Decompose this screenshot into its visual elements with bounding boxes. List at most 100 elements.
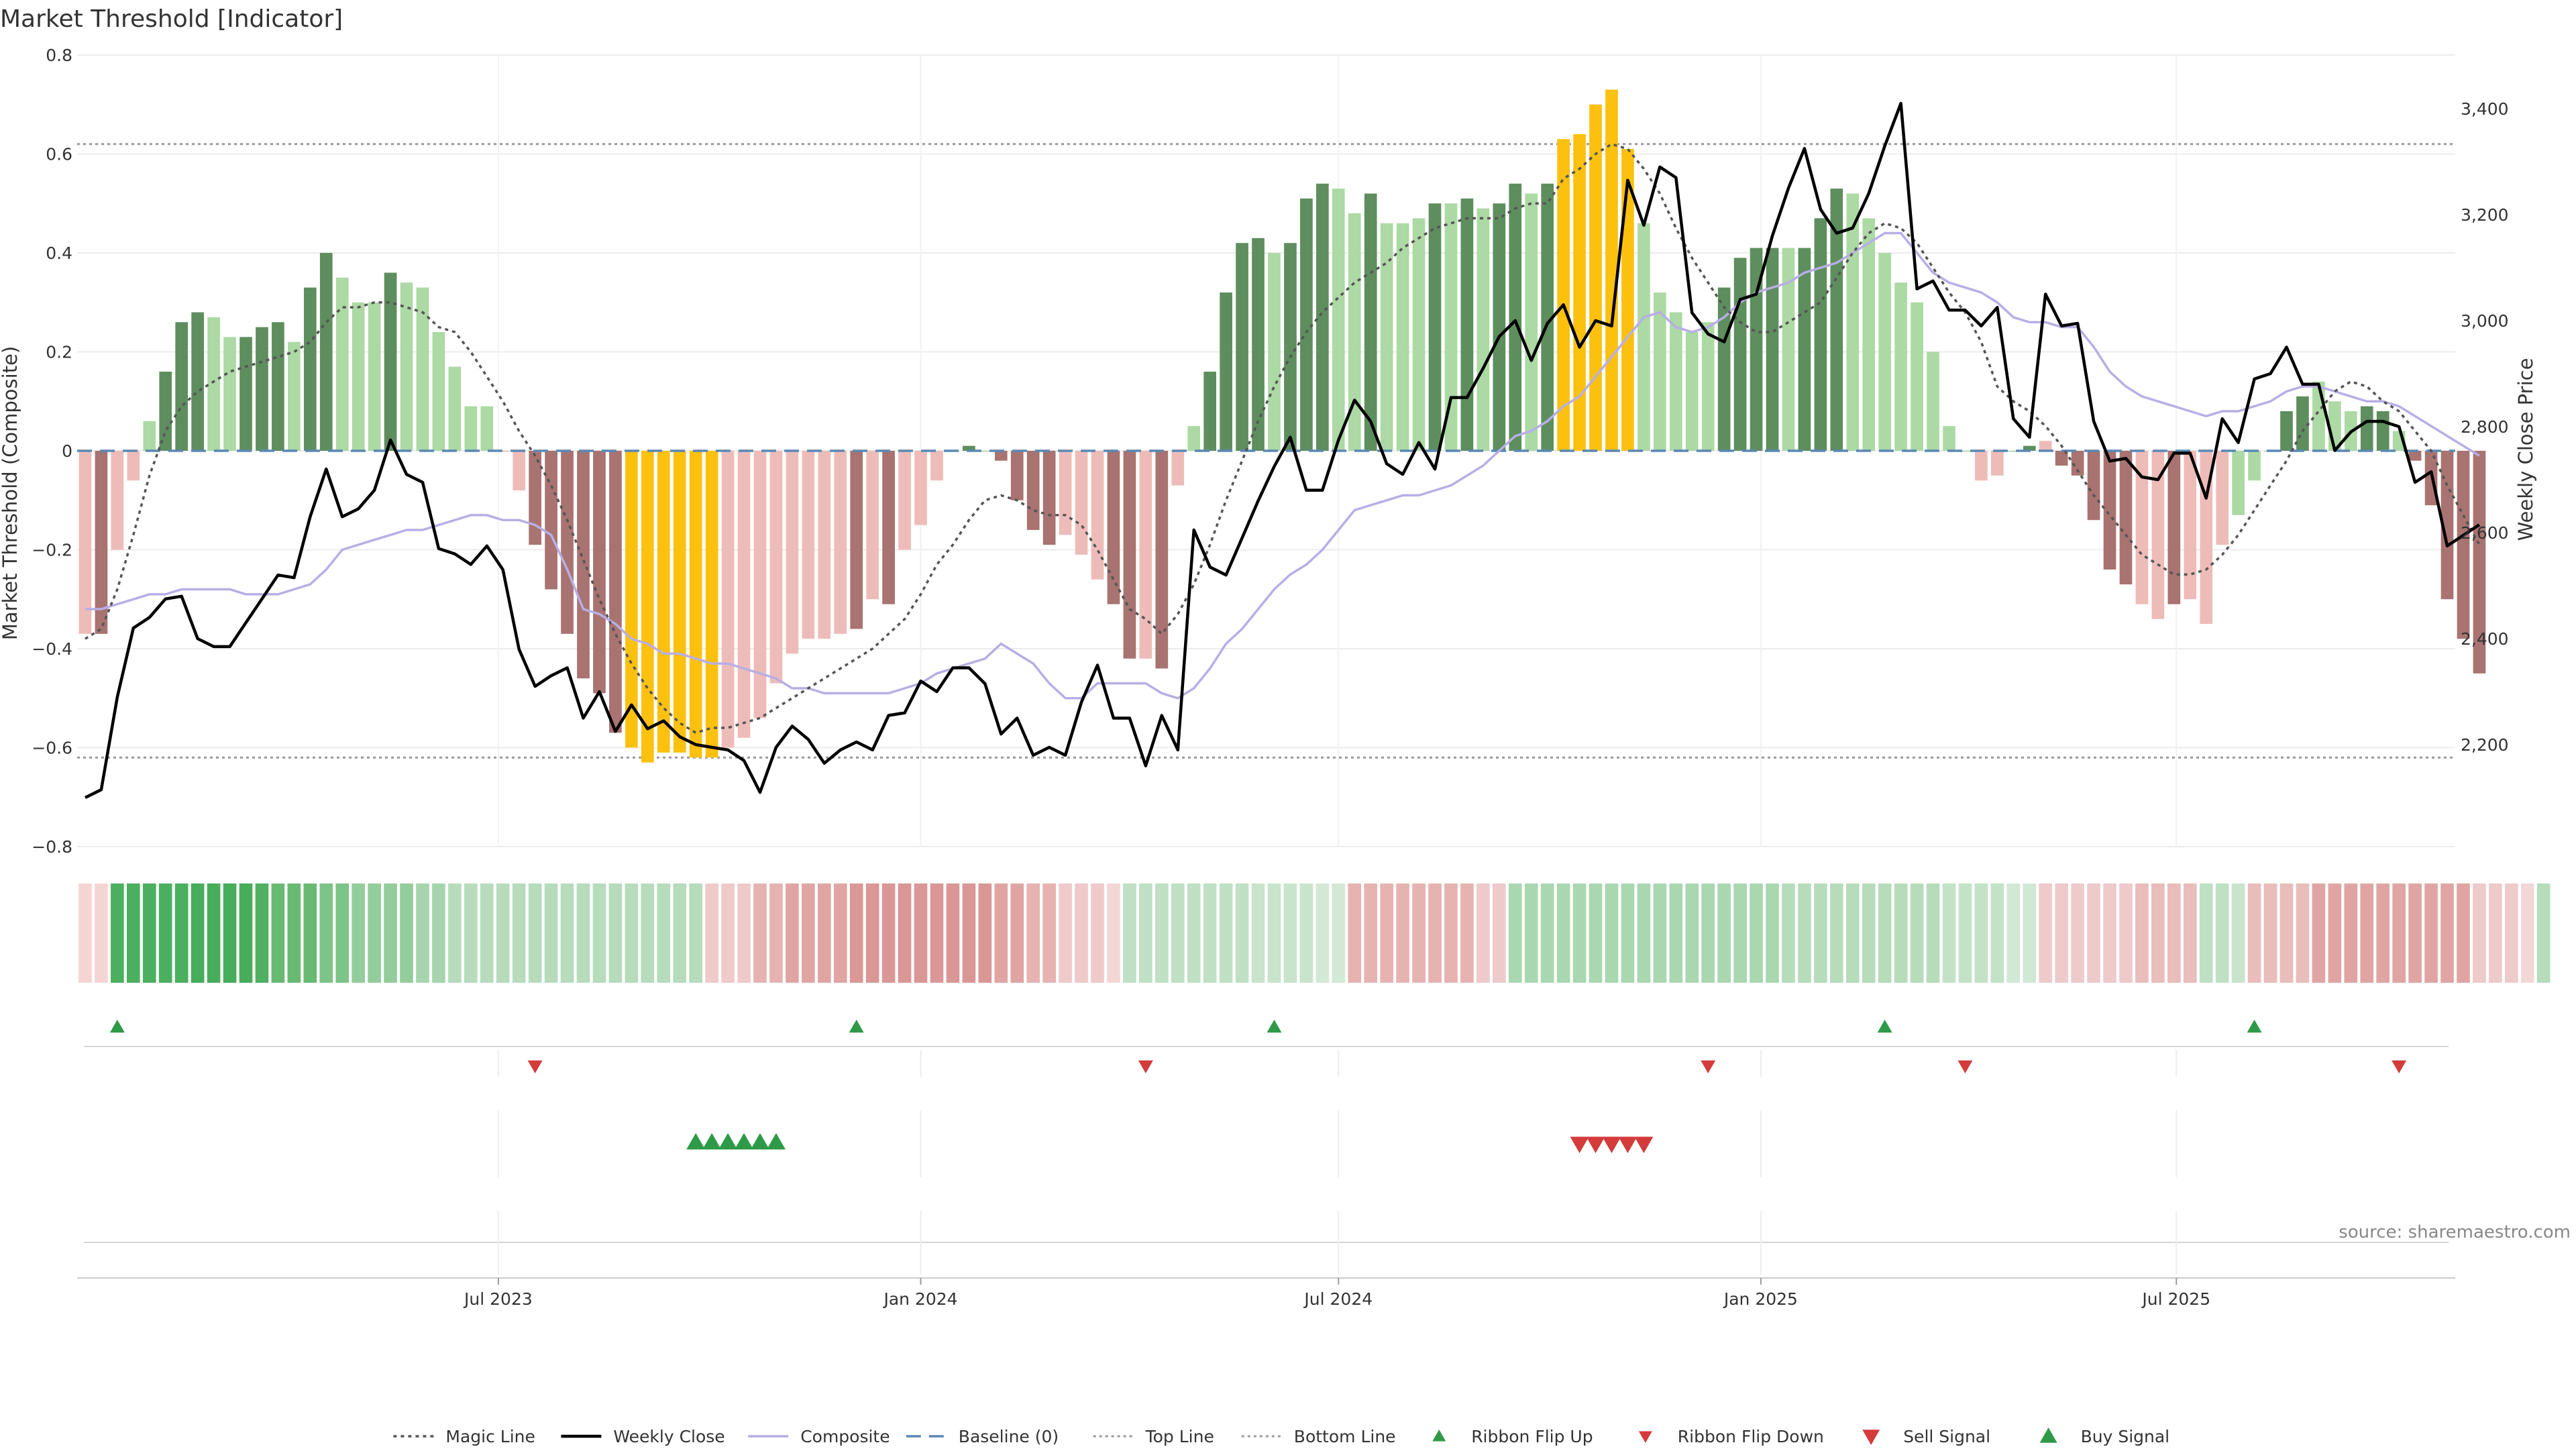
ribbon-cell [641, 883, 655, 983]
composite-bar [78, 451, 92, 634]
composite-bar [769, 451, 783, 684]
ribbon-cell [849, 883, 863, 983]
composite-bar [657, 451, 670, 753]
ribbon-strip [78, 883, 2551, 983]
ribbon-cell [2296, 883, 2310, 983]
buy-signal-marker [735, 1133, 754, 1150]
ribbon-cell [2055, 883, 2068, 983]
ribbon-cell [368, 883, 381, 983]
x-tick-label: Jan 2024 [882, 1289, 957, 1309]
ribbon-cell [592, 883, 606, 983]
composite-bar [95, 451, 108, 634]
ribbon-cell [802, 883, 815, 983]
ribbon-cell [1123, 883, 1136, 983]
ribbon-cell [833, 883, 847, 983]
composite-bar [272, 322, 284, 451]
ribbon-cell [2006, 883, 2021, 983]
composite-bar [705, 451, 718, 758]
composite-bar [1477, 208, 1490, 451]
ribbon-cell [1524, 883, 1538, 983]
composite-bar [1284, 243, 1297, 451]
source-note: source: sharemaestro.com [2339, 1222, 2571, 1242]
ribbon-flip-down-marker [1701, 1060, 1716, 1073]
ribbon-cell [528, 883, 542, 983]
ribbon-cell [111, 883, 124, 983]
legend-item-flip_down: Ribbon Flip Down [1638, 1427, 1824, 1446]
composite-bar [256, 327, 268, 451]
ribbon-cell [1910, 883, 1924, 983]
ribbon-cell [2279, 883, 2294, 983]
ribbon-cell [721, 883, 735, 983]
ribbon-cell [1364, 883, 1378, 983]
ribbon-cell [1685, 883, 1699, 983]
legend-label: Top Line [1145, 1427, 1214, 1446]
ribbon-cell [625, 883, 639, 983]
ribbon-flip-down-marker [1138, 1060, 1153, 1073]
composite-bar [2200, 451, 2213, 625]
composite-bar [978, 451, 991, 452]
composite-bar [577, 451, 590, 679]
composite-bar [1653, 292, 1666, 451]
composite-bar [1685, 332, 1699, 451]
ribbon-cell [2215, 883, 2229, 983]
ribbon-flip-up-marker [1267, 1020, 1282, 1033]
ribbon-cell [2376, 883, 2390, 983]
ribbon-cell [335, 883, 350, 983]
composite-bar [609, 451, 622, 733]
ribbon-cell [2087, 883, 2100, 983]
composite-bar [593, 451, 606, 694]
ribbon-cell [1171, 883, 1185, 983]
ribbon-flip-up-marker [1877, 1020, 1892, 1033]
composite-bar [2376, 411, 2390, 451]
ribbon-cell [2071, 883, 2084, 983]
ribbon-cell [207, 883, 221, 983]
ribbon-flip-up-marker [2247, 1020, 2262, 1033]
ribbon-cell [2103, 883, 2116, 983]
legend-item-baseline: Baseline (0) [906, 1427, 1059, 1446]
ribbon-cell [1477, 883, 1490, 983]
composite-bar [2071, 451, 2084, 476]
ribbon-cell [1444, 883, 1458, 983]
ribbon-cell [898, 883, 912, 983]
ribbon-cell [1540, 883, 1554, 983]
ribbon-cell [657, 883, 671, 983]
composite-bar [1364, 193, 1377, 451]
ribbon-cell [1251, 883, 1265, 983]
ribbon-cell [2408, 883, 2422, 983]
ribbon-cell [2167, 883, 2181, 983]
composite-bar [335, 277, 349, 451]
composite-bar [416, 287, 429, 451]
ribbon-flip-up-marker [849, 1020, 864, 1033]
ribbon-cell [946, 883, 960, 983]
ribbon-cell [705, 883, 718, 983]
magic-line [85, 142, 2481, 735]
composite-bar [1155, 451, 1169, 669]
ribbon-cell [978, 883, 992, 983]
ribbon-cell [1155, 883, 1169, 983]
composite-bar [786, 451, 799, 654]
ribbon-cell [352, 883, 365, 983]
composite-bar [1975, 451, 1988, 481]
ribbon-cell [576, 883, 590, 983]
composite-bar [818, 451, 831, 639]
ribbon-cell [1878, 883, 1892, 983]
composite-bar [239, 337, 252, 451]
ribbon-cell [2392, 883, 2406, 983]
composite-bar [1927, 352, 1939, 451]
sell-signal-marker [1634, 1136, 1654, 1153]
composite-bar [1332, 189, 1345, 451]
ribbon-cell [1782, 883, 1795, 983]
legend-swatch [1432, 1430, 1446, 1442]
left-tick-label: −0.6 [32, 739, 72, 758]
ribbon-cell [1075, 883, 1088, 983]
composite-bar [2408, 451, 2422, 461]
composite-bar [834, 451, 847, 634]
composite-bar [2473, 451, 2486, 674]
buy-signal-marker [686, 1133, 706, 1150]
ribbon-cell [1589, 883, 1603, 983]
ribbon-cell [769, 883, 783, 983]
ribbon-cell [560, 883, 574, 983]
right-axis-ticks: 3,400 3,200 3,000 2,800 2,600 2,400 2,200 [2461, 99, 2509, 755]
ribbon-cell [2505, 883, 2518, 983]
left-tick-label: −0.2 [32, 541, 72, 560]
